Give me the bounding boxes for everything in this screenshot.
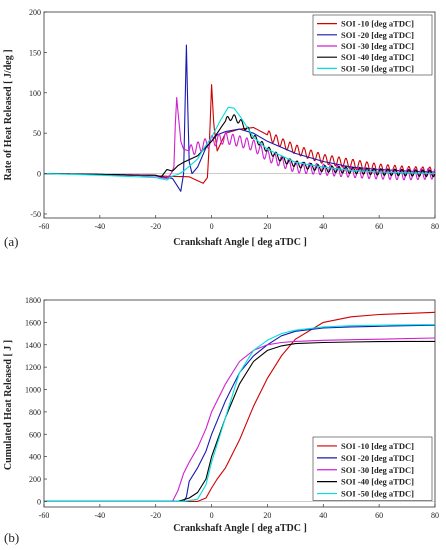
y-tick-label: 1200 [25,363,41,372]
series-line-b-3 [44,337,436,502]
x-axis-label-b: Crankshaft Angle [ deg aTDC ] [173,523,307,534]
y-ticks-a: -50 0 50 100 150 200 [29,8,47,219]
legend-label: SOI -20 [deg aTDC] [341,453,414,463]
legend-a: SOI -10 [deg aTDC]SOI -20 [deg aTDC]SOI … [312,14,433,76]
y-tick-label: 1800 [25,296,41,305]
x-ticks-a: -60 -40 -20 0 20 40 60 80 [39,215,439,231]
y-tick-label: 1400 [25,341,41,350]
x-tick-label: -60 [39,511,50,520]
x-tick-label: 20 [263,222,271,231]
series-group-b [44,311,436,502]
x-tick-label: -40 [95,511,106,520]
y-tick-label: 400 [29,453,41,462]
series-line-b-5 [44,324,436,502]
y-tick-label: 0 [37,497,41,506]
legend-label: SOI -40 [deg aTDC] [341,477,414,487]
x-tick-label: -20 [150,511,161,520]
panel-label-b: (b) [4,530,19,545]
x-tick-label: 0 [210,222,214,231]
series-line-a-5 [43,106,436,181]
series-line-a-2 [43,44,436,192]
x-tick-label: 20 [263,511,271,520]
panel-a: -50 0 50 100 150 200 -60 -40 -20 0 20 40 60 80 Crank… [3,8,439,249]
series-group-a [43,44,436,192]
x-tick-label: 60 [375,511,383,520]
y-axis-label-a: Rate of Heat Released [ J/deg ] [3,49,14,180]
x-tick-label: -40 [95,222,106,231]
legend-label: SOI -10 [deg aTDC] [341,441,414,451]
y-tick-label: 100 [29,89,41,98]
x-tick-label: 80 [431,222,439,231]
x-tick-label: 0 [210,511,214,520]
y-tick-label: 50 [33,129,41,138]
y-tick-label: 0 [37,170,41,179]
legend-box [312,14,433,76]
x-tick-label: -60 [39,222,50,231]
x-axis-label-a: Crankshaft Angle [ deg aTDC ] [173,237,307,248]
y-tick-label: 200 [29,475,41,484]
series-line-b-4 [44,340,435,502]
y-tick-label: -50 [30,210,41,219]
legend-box [312,436,433,501]
series-line-a-4 [44,114,436,178]
x-tick-label: 40 [319,222,327,231]
x-tick-label: 40 [319,511,327,520]
legend-label: SOI -30 [deg aTDC] [341,465,414,475]
x-tick-label: 60 [375,222,383,231]
y-axis-label-b: Cumulated Heat Released [ J ] [3,340,14,470]
series-line-b-1 [44,311,436,502]
x-tick-label: 80 [431,511,439,520]
legend-label: SOI -10 [deg aTDC] [341,19,414,29]
y-tick-label: 600 [29,430,41,439]
legend-b: SOI -10 [deg aTDC] SOI -20 [deg aTDC] SOI … [312,436,433,501]
y-tick-label: 800 [29,408,41,417]
panel-label-a: (a) [4,234,18,249]
y-tick-label: 150 [29,48,41,57]
x-tick-label: -20 [150,222,161,231]
legend-label: SOI -50 [deg aTDC] [341,489,414,499]
y-tick-label: 1600 [25,318,41,327]
series-line-b-2 [44,324,436,502]
y-ticks-b: 0 200 400 600 800 1000 1200 1400 1600 1800 [25,296,47,506]
legend-label: SOI -50 [deg aTDC] [341,63,414,73]
y-tick-label: 1000 [25,386,41,395]
legend-label: SOI -30 [deg aTDC] [341,41,414,51]
legend-label: SOI -20 [deg aTDC] [341,30,414,40]
x-ticks-b: -60 -40 -20 0 20 40 60 80 [39,504,439,520]
y-tick-label: 200 [29,8,41,17]
legend-label: SOI -40 [deg aTDC] [341,52,414,62]
